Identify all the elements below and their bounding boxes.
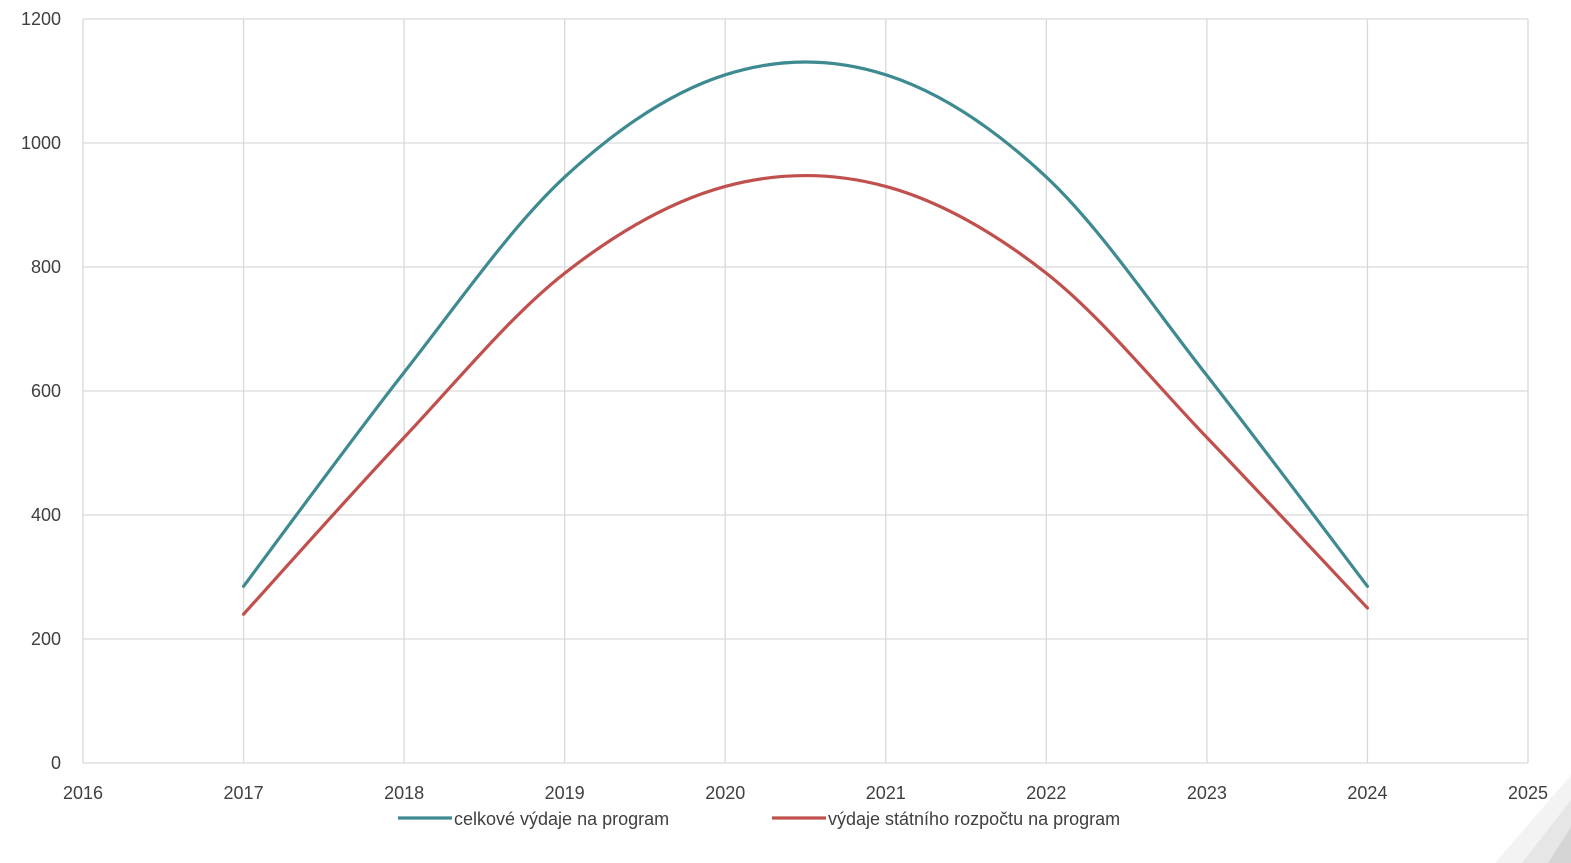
tick-labels: 2016 2017 2018 2019 2020 2021 2022 2023 2024 2025… [21,9,1548,803]
x-tick-label: 2017 [224,783,264,803]
x-tick-label: 2020 [705,783,745,803]
x-tick-label: 2016 [63,783,103,803]
legend: celkové výdaje na program výdaje státníh… [398,809,1120,829]
y-tick-label: 400 [31,505,61,525]
x-tick-label: 2018 [384,783,424,803]
legend-label-total: celkové výdaje na program [454,809,669,829]
x-tick-label: 2021 [866,783,906,803]
x-tick-label: 2019 [545,783,585,803]
x-tick-label: 2025 [1508,783,1548,803]
y-tick-label: 200 [31,629,61,649]
y-tick-label: 600 [31,381,61,401]
legend-entry-total[interactable]: celkové výdaje na program [398,809,669,829]
legend-label-state-budget: výdaje státního rozpočtu na program [828,809,1120,829]
series-line-total [241,60,1370,588]
x-tick-label: 2024 [1347,783,1387,803]
y-tick-label: 1000 [21,133,61,153]
series-line-state-budget [241,174,1370,616]
page-curl-decoration [1495,775,1571,863]
x-tick-label: 2022 [1026,783,1066,803]
legend-entry-state-budget[interactable]: výdaje státního rozpočtu na program [772,809,1120,829]
y-tick-label: 1200 [21,9,61,29]
grid [82,18,1529,764]
y-tick-label: 0 [51,753,61,773]
x-tick-label: 2023 [1187,783,1227,803]
series-lines [241,60,1370,616]
y-tick-label: 800 [31,257,61,277]
